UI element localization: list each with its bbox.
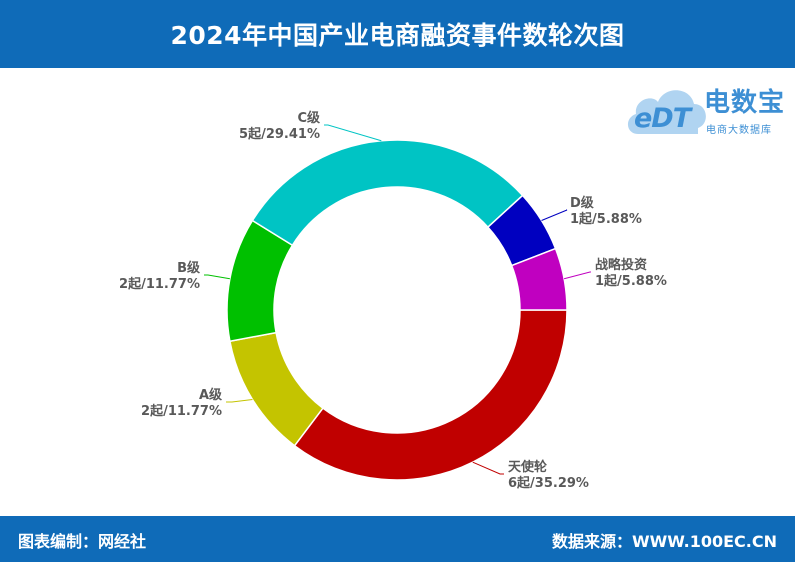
- logo: eDT 电数宝 电商大数据库: [624, 76, 794, 142]
- slice-天使轮: [293, 309, 568, 481]
- footer-source-editor: 图表编制：网经社: [18, 532, 147, 551]
- slice-C级: [251, 139, 524, 247]
- slice-value-B级: 2起/11.77%: [119, 276, 200, 292]
- logo-name: 电数宝: [704, 88, 786, 118]
- footer-data-source: 数据来源：WWW.100EC.CN: [551, 532, 777, 551]
- slice-value-A级: 2起/11.77%: [141, 403, 222, 419]
- slice-label-天使轮: 天使轮: [508, 459, 547, 475]
- header-bar: 2024年中国产业电商融资事件数轮次图: [0, 0, 795, 68]
- footer-bar: 图表编制：网经社 数据来源：WWW.100EC.CN: [0, 516, 795, 562]
- leader-line-A级: [226, 398, 253, 403]
- leader-line-战略投资: [563, 271, 591, 280]
- logo-edt: eDT: [634, 103, 691, 134]
- cloud-icon: [627, 90, 706, 134]
- slice-label-B级: B级: [177, 260, 201, 276]
- leader-line-B级: [204, 274, 230, 280]
- leader-line-C级: [324, 124, 382, 142]
- slice-value-天使轮: 6起/35.29%: [508, 475, 589, 491]
- logo-subtitle: 电商大数据库: [706, 125, 772, 136]
- leader-line-D级: [541, 209, 568, 221]
- slice-value-C级: 5起/29.41%: [239, 126, 320, 142]
- chart-title: 2024年中国产业电商融资事件数轮次图: [170, 21, 625, 50]
- slice-value-D级: 1起/5.88%: [570, 211, 642, 227]
- leader-line-天使轮: [472, 461, 504, 475]
- slice-label-战略投资: 战略投资: [595, 257, 647, 273]
- slice-label-A级: A级: [199, 387, 223, 403]
- slice-label-C级: C级: [297, 110, 321, 126]
- slice-战略投资: [510, 247, 568, 311]
- slice-value-战略投资: 1起/5.88%: [595, 273, 667, 289]
- slice-label-D级: D级: [570, 195, 595, 211]
